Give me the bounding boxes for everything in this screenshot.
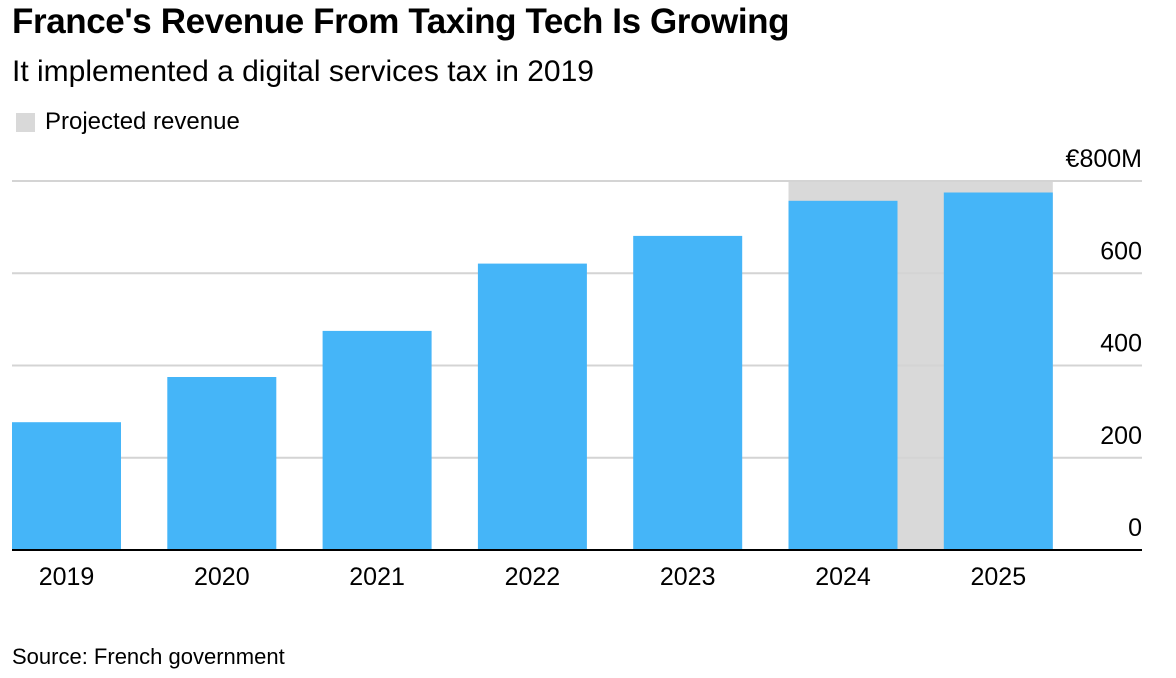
- bar-2025: [943, 192, 1053, 550]
- x-tick-label: 2021: [349, 563, 405, 591]
- legend-label-projected: Projected revenue: [45, 108, 240, 135]
- legend: Projected revenue: [16, 108, 240, 136]
- x-tick-label: 2024: [815, 563, 871, 591]
- y-tick-label: €800M: [1066, 145, 1142, 173]
- bar-2023: [633, 235, 743, 550]
- bar-2019: [12, 422, 121, 550]
- y-tick-label: 200: [1100, 422, 1142, 450]
- x-tick-label: 2023: [660, 563, 716, 591]
- source-note: Source: French government: [12, 644, 285, 669]
- chart-subtitle: It implemented a digital services tax in…: [12, 55, 594, 88]
- bar-2024: [788, 200, 898, 551]
- y-tick-label: 0: [1128, 514, 1142, 542]
- x-tick-label: 2020: [194, 563, 250, 591]
- bar-2021: [322, 330, 432, 550]
- bar-2022: [477, 263, 587, 550]
- x-tick-label: 2025: [970, 563, 1026, 591]
- y-tick-label: 400: [1100, 330, 1142, 358]
- x-tick-label: 2019: [39, 563, 95, 591]
- x-tick-label: 2022: [505, 563, 561, 591]
- bar-2020: [167, 377, 277, 550]
- y-tick-label: 600: [1100, 237, 1142, 265]
- legend-swatch-projected: [16, 112, 35, 132]
- chart-title: France's Revenue From Taxing Tech Is Gro…: [12, 2, 790, 41]
